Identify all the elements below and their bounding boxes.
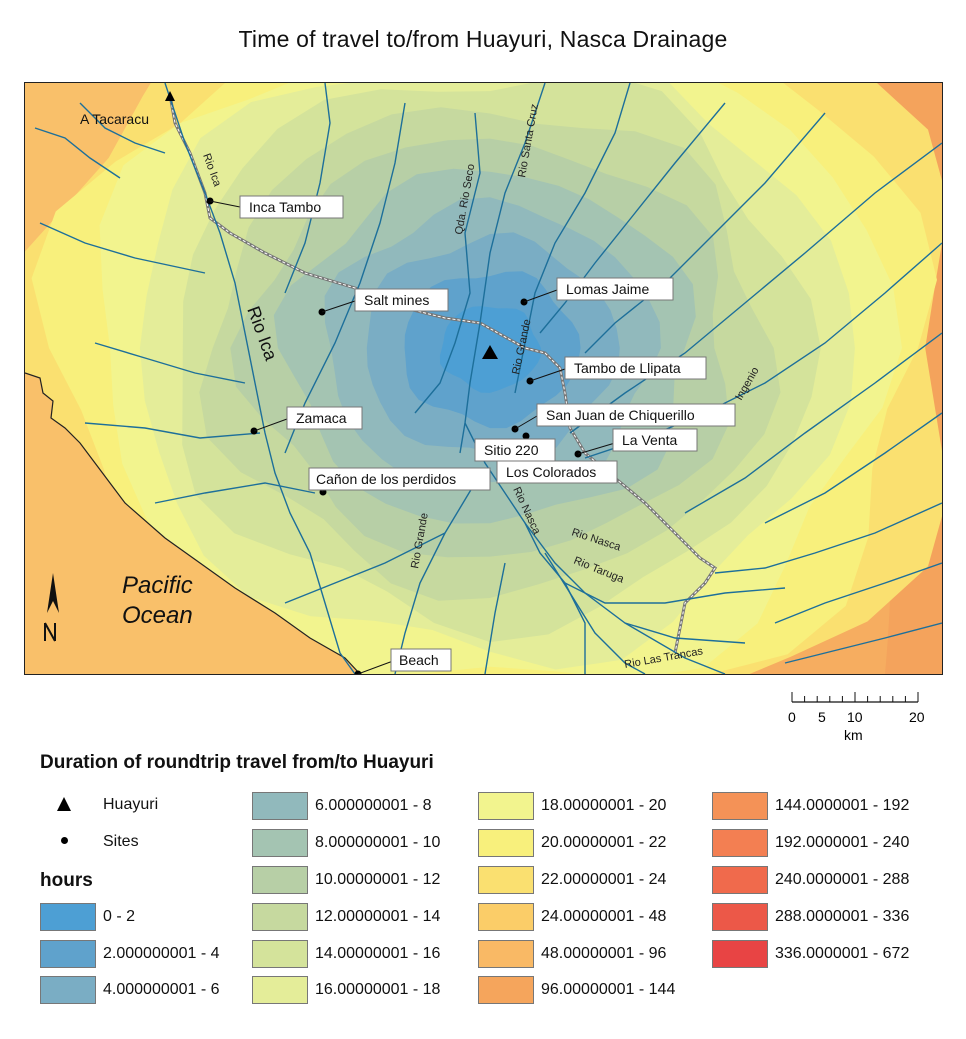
legend-swatch-4 xyxy=(252,829,308,857)
legend-swatch-3 xyxy=(252,792,308,820)
legend-swatch-13 xyxy=(478,940,534,968)
legend-hours-title: hours xyxy=(40,870,93,891)
legend-swatch-8 xyxy=(252,976,308,1004)
scale-tick-10: 10 xyxy=(847,709,863,725)
legend-title: Duration of roundtrip travel from/to Hua… xyxy=(40,752,434,773)
legend-class-label-1: 2.000000001 - 4 xyxy=(103,945,220,962)
legend-sites-symbol xyxy=(61,837,68,844)
legend-class-label-12: 24.00000001 - 48 xyxy=(541,908,667,925)
ocean-label-line1: Pacific xyxy=(122,572,193,599)
legend-swatch-5 xyxy=(252,866,308,894)
legend-sites-label: Sites xyxy=(103,833,139,850)
map-title: Time of travel to/from Huayuri, Nasca Dr… xyxy=(238,26,728,52)
huayuri-triangle-icon[interactable] xyxy=(482,345,498,359)
label-canon[interactable]: Cañon de los perdidos xyxy=(316,471,456,487)
legend-class-label-3: 6.000000001 - 8 xyxy=(315,797,432,814)
legend-class-label-2: 4.000000001 - 6 xyxy=(103,981,220,998)
legend-class-label-16: 192.0000001 - 240 xyxy=(775,834,910,851)
travel-time-zones xyxy=(25,83,942,674)
legend-class-label-15: 144.0000001 - 192 xyxy=(775,797,910,814)
legend-swatch-17 xyxy=(712,866,768,894)
legend-class-label-8: 16.00000001 - 18 xyxy=(315,981,441,998)
legend-class-label-7: 14.00000001 - 16 xyxy=(315,945,441,962)
site-labels: Inca Tambo Salt mines Lomas Jaime Tambo … xyxy=(239,195,736,672)
label-lomas-jaime[interactable]: Lomas Jaime xyxy=(566,281,649,297)
legend-swatch-0 xyxy=(40,903,96,931)
legend-swatch-15 xyxy=(712,792,768,820)
label-beach[interactable]: Beach xyxy=(399,652,439,668)
legend-swatch-11 xyxy=(478,866,534,894)
label-sitio-220[interactable]: Sitio 220 xyxy=(484,442,539,458)
scale-tick-20: 20 xyxy=(909,709,925,725)
legend-swatch-7 xyxy=(252,940,308,968)
label-tambo-de-llipata[interactable]: Tambo de Llipata xyxy=(574,360,681,376)
tacaracu-triangle-icon xyxy=(165,91,175,101)
legend-swatch-16 xyxy=(712,829,768,857)
site-dot-sitio-220[interactable] xyxy=(522,432,530,440)
scale-bar: 0 5 10 20 km xyxy=(787,688,927,748)
label-zamaca[interactable]: Zamaca xyxy=(296,410,347,426)
label-salt-mines[interactable]: Salt mines xyxy=(364,292,429,308)
legend-class-label-0: 0 - 2 xyxy=(103,908,136,925)
legend-class-label-19: 336.0000001 - 672 xyxy=(775,945,910,962)
legend-swatch-18 xyxy=(712,903,768,931)
legend-swatch-2 xyxy=(40,976,96,1004)
legend-class-label-4: 8.000000001 - 10 xyxy=(315,834,441,851)
legend-class-label-5: 10.00000001 - 12 xyxy=(315,871,441,888)
label-los-colorados[interactable]: Los Colorados xyxy=(506,464,596,480)
label-la-venta[interactable]: La Venta xyxy=(622,432,677,448)
rivers xyxy=(34,83,942,674)
legend-swatch-12 xyxy=(478,903,534,931)
legend-class-label-18: 288.0000001 - 336 xyxy=(775,908,910,925)
map-canvas: Inca Tambo Salt mines Lomas Jaime Tambo … xyxy=(25,83,942,674)
legend-class-label-13: 48.00000001 - 96 xyxy=(541,945,667,962)
legend-class-label-6: 12.00000001 - 14 xyxy=(315,908,441,925)
ocean-label-line2: Ocean xyxy=(122,602,193,629)
legend-swatch-14 xyxy=(478,976,534,1004)
label-san-juan[interactable]: San Juan de Chiquerillo xyxy=(546,407,695,423)
scale-unit: km xyxy=(844,727,863,743)
label-inca-tambo[interactable]: Inca Tambo xyxy=(249,199,321,215)
north-arrow-icon xyxy=(44,573,59,642)
legend-class-label-11: 22.00000001 - 24 xyxy=(541,871,667,888)
legend-huayuri-symbol xyxy=(57,797,71,811)
legend-huayuri-label: Huayuri xyxy=(103,796,159,813)
legend-class-label-17: 240.0000001 - 288 xyxy=(775,871,910,888)
scale-tick-5: 5 xyxy=(818,709,826,725)
coastline xyxy=(25,372,361,674)
legend-swatch-1 xyxy=(40,940,96,968)
ocean-area xyxy=(25,373,360,674)
legend-swatch-19 xyxy=(712,940,768,968)
label-origin: A Tacaracu xyxy=(80,111,149,127)
legend-class-label-14: 96.00000001 - 144 xyxy=(541,981,676,998)
legend-class-label-9: 18.00000001 - 20 xyxy=(541,797,667,814)
legend-swatch-10 xyxy=(478,829,534,857)
legend-class-label-10: 20.00000001 - 22 xyxy=(541,834,667,851)
legend-swatch-9 xyxy=(478,792,534,820)
scale-tick-0: 0 xyxy=(788,709,796,725)
travel-time-map[interactable]: Inca Tambo Salt mines Lomas Jaime Tambo … xyxy=(24,82,943,675)
legend-swatch-6 xyxy=(252,903,308,931)
